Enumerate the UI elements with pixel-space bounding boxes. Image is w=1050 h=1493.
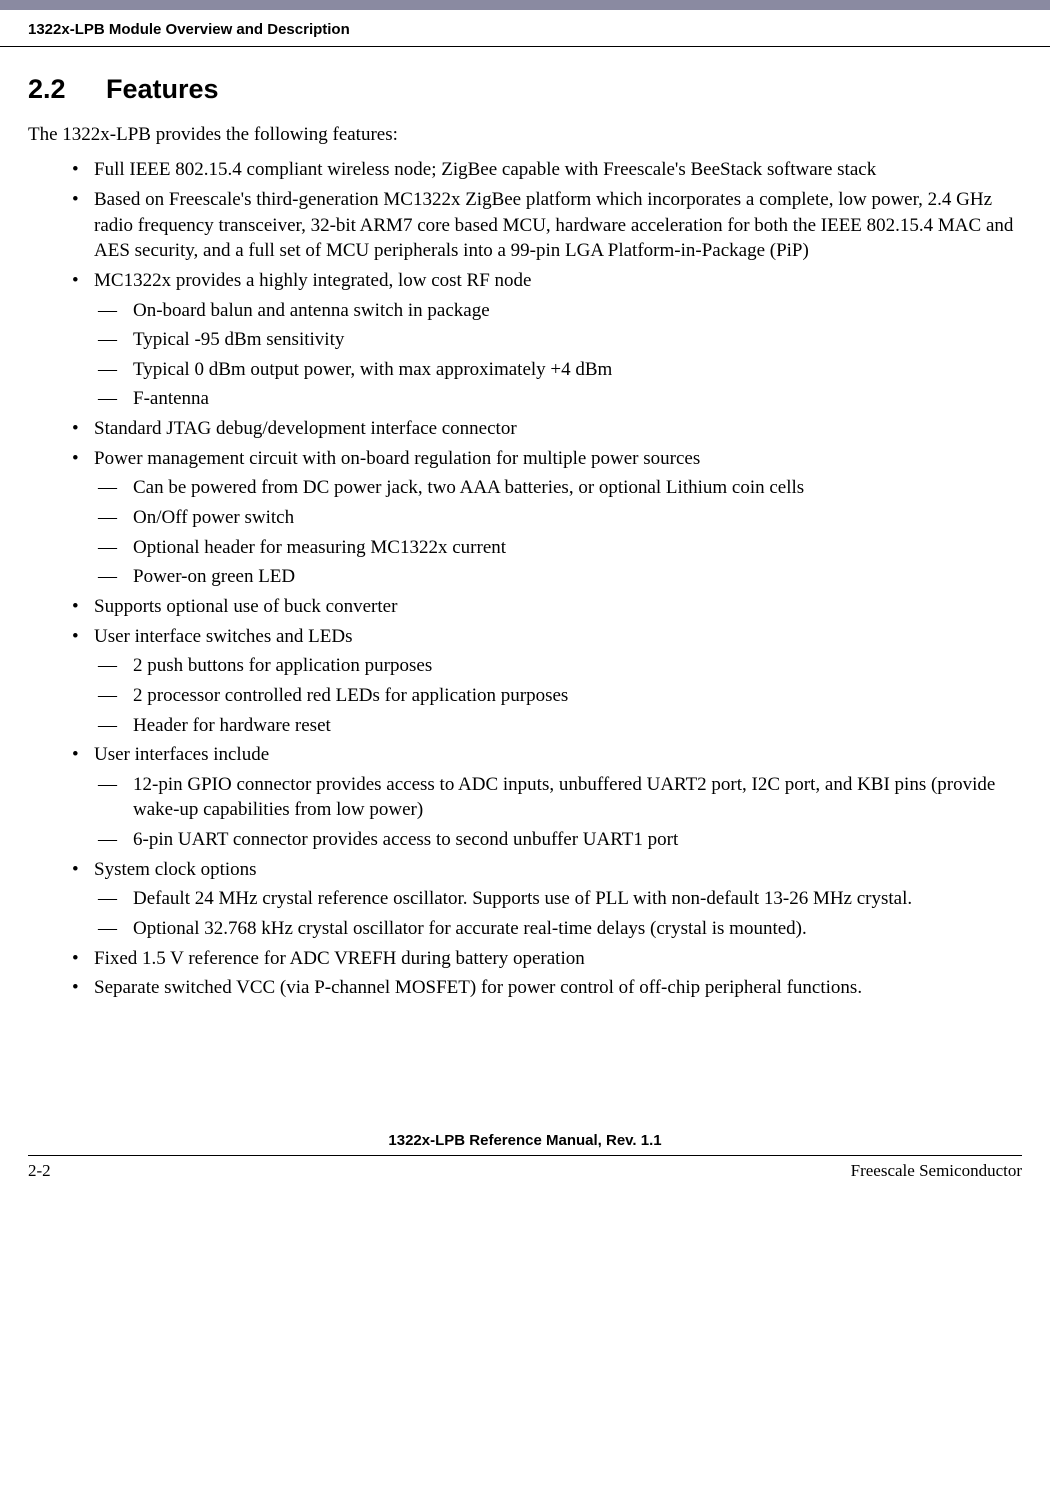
- page-footer: 1322x-LPB Reference Manual, Rev. 1.1 2-2…: [28, 1131, 1022, 1183]
- list-item-text: Separate switched VCC (via P-channel MOS…: [94, 977, 862, 998]
- list-item: Power management circuit with on-board r…: [28, 446, 1022, 590]
- sub-list-item: 12-pin GPIO connector provides access to…: [94, 772, 1022, 823]
- sub-list: Can be powered from DC power jack, two A…: [94, 475, 1022, 590]
- intro-paragraph: The 1322x-LPB provides the following fea…: [28, 122, 1022, 148]
- list-item: Fixed 1.5 V reference for ADC VREFH duri…: [28, 946, 1022, 972]
- sub-list-item: Header for hardware reset: [94, 713, 1022, 739]
- page-body: 2.2Features The 1322x-LPB provides the f…: [0, 71, 1050, 1203]
- list-item-text: Power management circuit with on-board r…: [94, 448, 700, 469]
- sub-list-item: 6-pin UART connector provides access to …: [94, 827, 1022, 853]
- sub-list-item: Typical -95 dBm sensitivity: [94, 327, 1022, 353]
- sub-list-item: 2 push buttons for application purposes: [94, 653, 1022, 679]
- sub-list-item: Typical 0 dBm output power, with max app…: [94, 357, 1022, 383]
- sub-list: 2 push buttons for application purposes 2…: [94, 653, 1022, 738]
- sub-list-item: Optional header for measuring MC1322x cu…: [94, 535, 1022, 561]
- running-header: 1322x-LPB Module Overview and Descriptio…: [0, 10, 1050, 47]
- list-item: Full IEEE 802.15.4 compliant wireless no…: [28, 157, 1022, 183]
- footer-row: 2-2 Freescale Semiconductor: [28, 1156, 1022, 1183]
- sub-list-item: Optional 32.768 kHz crystal oscillator f…: [94, 916, 1022, 942]
- sub-list-item: On-board balun and antenna switch in pac…: [94, 298, 1022, 324]
- sub-list: 12-pin GPIO connector provides access to…: [94, 772, 1022, 853]
- list-item: Standard JTAG debug/development interfac…: [28, 416, 1022, 442]
- sub-list-item: Power-on green LED: [94, 564, 1022, 590]
- list-item-text: Full IEEE 802.15.4 compliant wireless no…: [94, 159, 876, 180]
- section-title: Features: [106, 74, 219, 104]
- list-item-text: MC1322x provides a highly integrated, lo…: [94, 270, 531, 291]
- sub-list: On-board balun and antenna switch in pac…: [94, 298, 1022, 413]
- sub-list-item: 2 processor controlled red LEDs for appl…: [94, 683, 1022, 709]
- list-item: Based on Freescale's third-generation MC…: [28, 187, 1022, 264]
- list-item: User interface switches and LEDs 2 push b…: [28, 624, 1022, 739]
- sub-list-item: Can be powered from DC power jack, two A…: [94, 475, 1022, 501]
- sub-list-item: F-antenna: [94, 386, 1022, 412]
- section-number: 2.2: [28, 71, 106, 107]
- list-item: Supports optional use of buck converter: [28, 594, 1022, 620]
- list-item-text: User interfaces include: [94, 744, 269, 765]
- footer-page-number: 2-2: [28, 1160, 51, 1183]
- list-item-text: User interface switches and LEDs: [94, 626, 353, 647]
- list-item: MC1322x provides a highly integrated, lo…: [28, 268, 1022, 412]
- sub-list: Default 24 MHz crystal reference oscilla…: [94, 886, 1022, 941]
- header-color-bar: [0, 0, 1050, 10]
- sub-list-item: On/Off power switch: [94, 505, 1022, 531]
- sub-list-item: Default 24 MHz crystal reference oscilla…: [94, 886, 1022, 912]
- list-item: Separate switched VCC (via P-channel MOS…: [28, 975, 1022, 1001]
- features-list: Full IEEE 802.15.4 compliant wireless no…: [28, 157, 1022, 1001]
- footer-manual-title: 1322x-LPB Reference Manual, Rev. 1.1: [28, 1131, 1022, 1151]
- list-item-text: Based on Freescale's third-generation MC…: [94, 189, 1013, 261]
- footer-company: Freescale Semiconductor: [851, 1160, 1022, 1183]
- list-item-text: System clock options: [94, 859, 257, 880]
- list-item: System clock options Default 24 MHz cryst…: [28, 857, 1022, 942]
- list-item: User interfaces include 12-pin GPIO conne…: [28, 742, 1022, 853]
- list-item-text: Supports optional use of buck converter: [94, 596, 397, 617]
- section-heading: 2.2Features: [28, 71, 1022, 107]
- list-item-text: Fixed 1.5 V reference for ADC VREFH duri…: [94, 948, 585, 969]
- list-item-text: Standard JTAG debug/development interfac…: [94, 418, 517, 439]
